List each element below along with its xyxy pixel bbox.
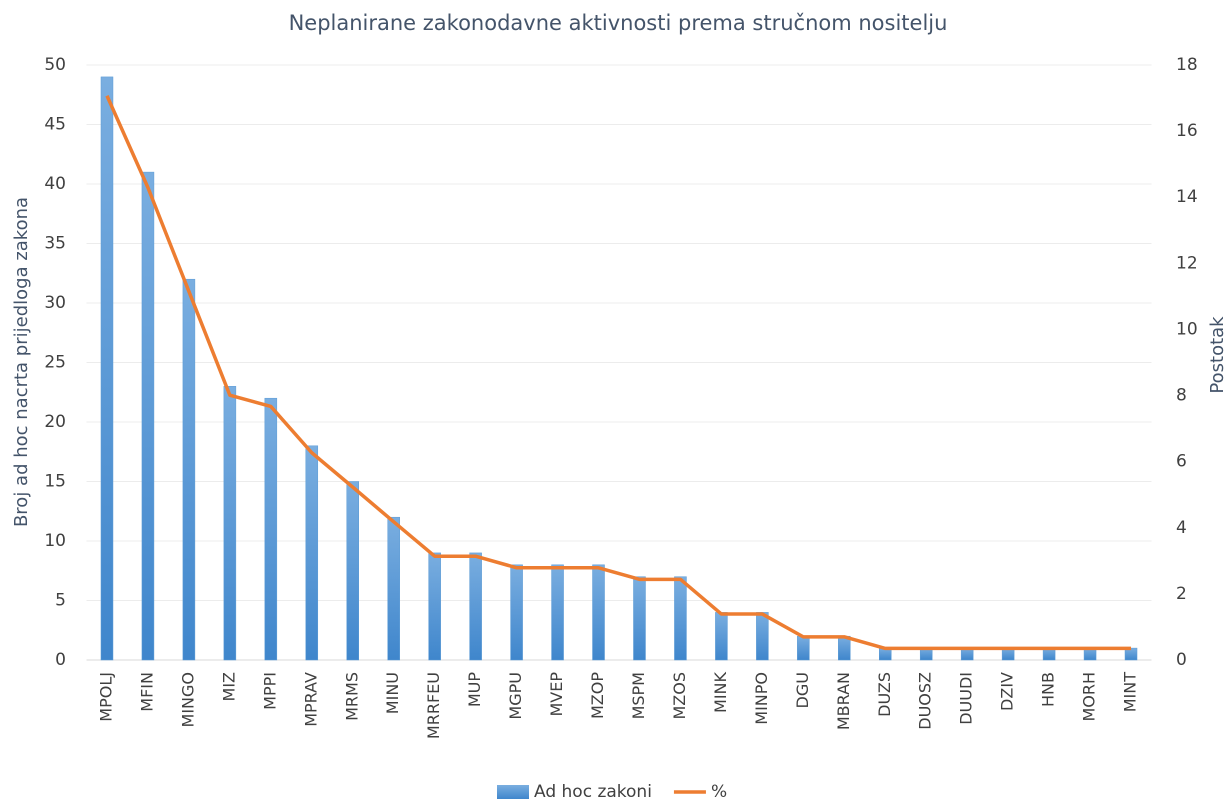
y2-tick-label: 0 [1176, 650, 1187, 670]
y2-tick-label: 14 [1176, 187, 1198, 207]
x-tick-label: MPRAV [301, 672, 320, 727]
y2-axis-title: Postotak [1207, 316, 1228, 394]
y-tick-label: 40 [44, 174, 66, 194]
x-tick-label: MSPM [629, 672, 648, 719]
bar [346, 481, 359, 661]
y-tick-label: 0 [55, 650, 66, 670]
x-tick-label: MPPI [260, 672, 279, 710]
y2-tick-label: 2 [1176, 584, 1187, 604]
bar [182, 278, 196, 661]
bar [469, 552, 482, 661]
y-tick-label: 50 [44, 55, 66, 75]
x-tick-label: MZOP [588, 672, 607, 719]
x-tick-label: MPOLJ [96, 672, 115, 722]
y2-tick-label: 6 [1176, 452, 1187, 472]
x-tick-label: DUOSZ [916, 672, 935, 730]
x-tick-label: MVEP [547, 672, 566, 717]
bar [141, 171, 155, 661]
x-tick-label: MBRAN [834, 672, 853, 730]
y2-tick-label: 10 [1176, 319, 1198, 339]
y2-tick-label: 4 [1176, 518, 1187, 538]
y2-tick-label: 18 [1176, 55, 1198, 75]
legend-swatch [497, 785, 529, 799]
y2-tick-label: 16 [1176, 121, 1198, 141]
x-tick-label: MRMS [342, 672, 361, 721]
y-tick-label: 15 [44, 472, 66, 492]
bar [674, 576, 687, 661]
y-tick-label: 5 [55, 591, 66, 611]
x-tick-label: MINPO [752, 672, 771, 725]
x-tick-label: MINK [711, 671, 730, 712]
chart-title: Neplanirane zakonodavne aktivnosti prema… [289, 11, 948, 35]
x-tick-label: DUUDI [957, 672, 976, 725]
bar [797, 635, 810, 661]
y-tick-label: 10 [44, 531, 66, 551]
y2-tick-label: 12 [1176, 253, 1198, 273]
bar [633, 576, 646, 661]
y-axis-title: Broj ad hoc nacrta prijedloga zakona [11, 197, 32, 527]
x-tick-label: MIZ [219, 672, 238, 702]
x-tick-label: DGU [793, 672, 812, 708]
x-tick-label: MUP [465, 672, 484, 708]
x-tick-label: MGPU [506, 672, 525, 720]
y2-tick-label: 8 [1176, 386, 1187, 406]
x-tick-label: MRRFEU [424, 672, 443, 739]
x-tick-label: MINU [383, 672, 402, 714]
x-tick-label: MORH [1080, 672, 1099, 722]
y-tick-label: 45 [44, 115, 66, 135]
legend-label: Ad hoc zakoni [534, 782, 652, 802]
bar [223, 386, 237, 661]
y-tick-label: 35 [44, 234, 66, 254]
x-tick-label: DUZS [875, 672, 894, 717]
bar [551, 564, 564, 661]
bar [715, 612, 728, 661]
bar [428, 552, 441, 661]
x-tick-label: MFIN [137, 672, 156, 712]
bar [756, 612, 769, 661]
legend-label: % [711, 782, 727, 802]
line [105, 95, 1132, 651]
bar [592, 564, 605, 661]
x-tick-label: MZOS [670, 672, 689, 720]
bar [264, 397, 278, 661]
bar [387, 516, 400, 661]
x-tick-label: MINGO [178, 672, 197, 727]
bar [510, 564, 523, 661]
bar [100, 76, 114, 661]
y-tick-label: 25 [44, 353, 66, 373]
x-tick-label: MINT [1121, 672, 1140, 712]
x-tick-label: DZIV [998, 672, 1017, 711]
y-tick-label: 20 [44, 412, 66, 432]
bar [305, 445, 319, 661]
x-tick-label: HNB [1039, 672, 1058, 707]
y-tick-label: 30 [44, 293, 66, 313]
